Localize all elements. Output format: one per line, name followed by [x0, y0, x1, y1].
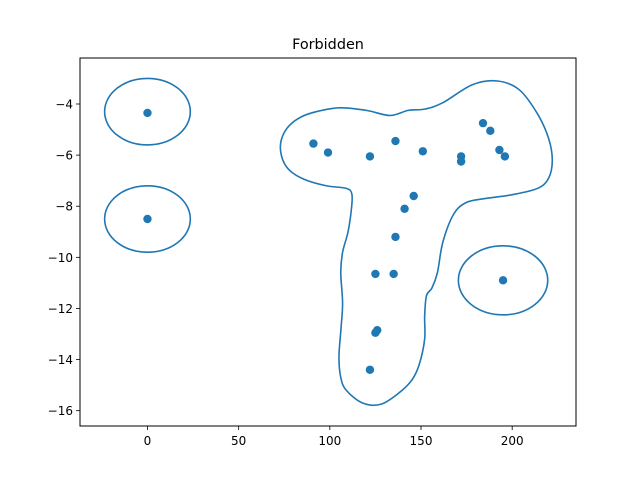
- plot-frame: [79, 57, 577, 427]
- y-tick-label: −6: [55, 149, 73, 163]
- y-tick-label: −16: [48, 404, 73, 418]
- data-point: [500, 152, 510, 161]
- boundary-contour: [279, 79, 554, 407]
- x-tick-label: 200: [501, 434, 524, 448]
- data-point: [389, 269, 398, 279]
- boundary-contour: [103, 184, 192, 254]
- data-point: [409, 191, 418, 201]
- y-tick-label: −4: [55, 98, 73, 112]
- boundary-contour: [103, 77, 192, 146]
- data-point: [143, 108, 152, 118]
- point-layer: [143, 108, 510, 374]
- x-axis-ticks: 0 50 100 150 200: [144, 426, 524, 448]
- y-tick-label: −10: [48, 251, 73, 265]
- y-axis-ticks: −4 −6 −8 −10 −12 −14 −16: [48, 98, 80, 418]
- x-tick-label: 150: [410, 434, 433, 448]
- data-point: [391, 136, 400, 146]
- y-tick-label: −8: [55, 200, 73, 214]
- data-point: [365, 152, 375, 161]
- data-point: [495, 145, 504, 155]
- boundary-contour: [457, 245, 549, 316]
- data-point: [371, 269, 380, 279]
- data-point: [486, 126, 495, 136]
- data-point: [143, 214, 152, 224]
- data-point: [456, 157, 466, 166]
- data-point: [371, 328, 380, 337]
- data-point: [391, 232, 400, 242]
- chart-title: Forbidden: [292, 37, 364, 53]
- x-tick-label: 0: [144, 434, 152, 448]
- data-point: [478, 118, 488, 128]
- y-tick-label: −14: [48, 353, 73, 367]
- data-point: [309, 139, 318, 148]
- x-tick-label: 100: [318, 434, 341, 448]
- data-point: [498, 276, 508, 285]
- x-tick-label: 50: [231, 434, 246, 448]
- data-point: [400, 204, 409, 213]
- y-tick-label: −12: [48, 302, 73, 316]
- data-point: [418, 147, 428, 156]
- data-point: [323, 148, 333, 157]
- boundary-layer: [103, 77, 554, 407]
- data-point: [365, 365, 375, 374]
